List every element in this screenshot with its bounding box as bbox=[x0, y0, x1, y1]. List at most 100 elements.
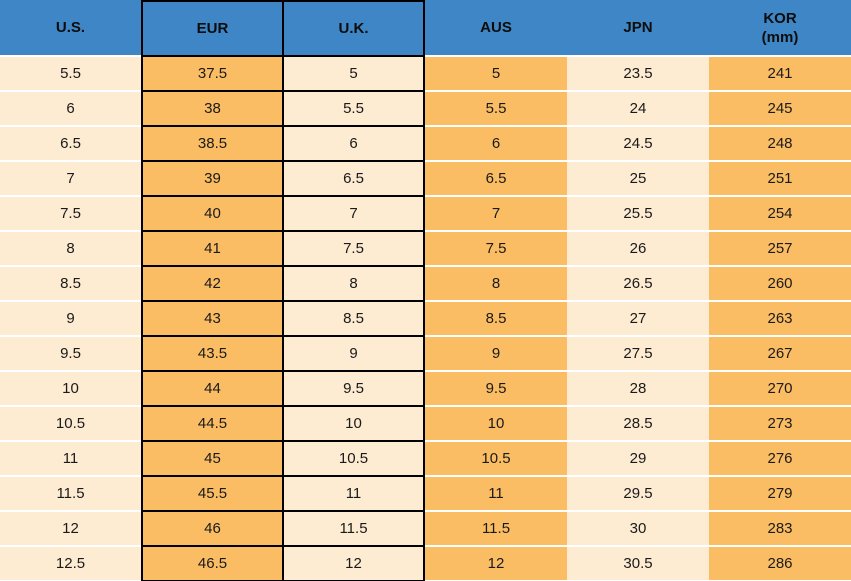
table-body: 5.5 37.5 5 5 23.5 241 6 38 5.5 5.5 24 245 6.5 38.5 6 6 2… bbox=[0, 57, 851, 581]
table-cell: 6.5 bbox=[284, 162, 425, 197]
table-cell: 279 bbox=[709, 477, 851, 512]
table-row: 7.5 40 7 7 25.5 254 bbox=[0, 197, 851, 232]
table-row: 10.5 44.5 10 10 28.5 273 bbox=[0, 407, 851, 442]
column-header-eur: EUR bbox=[141, 0, 284, 57]
table-cell: 29 bbox=[567, 442, 709, 477]
table-cell: 45.5 bbox=[141, 477, 284, 512]
table-cell: 46.5 bbox=[141, 547, 284, 581]
table-row: 9.5 43.5 9 9 27.5 267 bbox=[0, 337, 851, 372]
table-cell: 10.5 bbox=[425, 442, 567, 477]
table-cell: 12 bbox=[284, 547, 425, 581]
table-cell: 30.5 bbox=[567, 547, 709, 581]
column-header-jpn: JPN bbox=[567, 0, 709, 57]
table-cell: 9.5 bbox=[425, 372, 567, 407]
table-cell: 8.5 bbox=[0, 267, 141, 302]
table-cell: 7 bbox=[425, 197, 567, 232]
table-cell: 44 bbox=[141, 372, 284, 407]
table-cell: 248 bbox=[709, 127, 851, 162]
table-cell: 10 bbox=[0, 372, 141, 407]
table-cell: 273 bbox=[709, 407, 851, 442]
header-row: U.S. EUR U.K. AUS JPN KOR (mm) bbox=[0, 0, 851, 57]
table-cell: 24.5 bbox=[567, 127, 709, 162]
table-cell: 11 bbox=[0, 442, 141, 477]
table-cell: 263 bbox=[709, 302, 851, 337]
table-cell: 241 bbox=[709, 57, 851, 92]
table-cell: 7.5 bbox=[284, 232, 425, 267]
table-cell: 283 bbox=[709, 512, 851, 547]
table-cell: 41 bbox=[141, 232, 284, 267]
table-cell: 12 bbox=[425, 547, 567, 581]
table-cell: 9.5 bbox=[284, 372, 425, 407]
table-cell: 28.5 bbox=[567, 407, 709, 442]
table-cell: 12 bbox=[0, 512, 141, 547]
column-header-jpn-label: JPN bbox=[623, 19, 653, 36]
column-header-uk: U.K. bbox=[284, 0, 425, 57]
table-cell: 6 bbox=[425, 127, 567, 162]
table-cell: 11.5 bbox=[284, 512, 425, 547]
table-cell: 28 bbox=[567, 372, 709, 407]
table-cell: 8 bbox=[284, 267, 425, 302]
table-cell: 27 bbox=[567, 302, 709, 337]
column-header-eur-label: EUR bbox=[196, 20, 229, 37]
table-cell: 42 bbox=[141, 267, 284, 302]
table-cell: 6 bbox=[0, 92, 141, 127]
table-row: 7 39 6.5 6.5 25 251 bbox=[0, 162, 851, 197]
table-row: 5.5 37.5 5 5 23.5 241 bbox=[0, 57, 851, 92]
table-cell: 38 bbox=[141, 92, 284, 127]
table-cell: 37.5 bbox=[141, 57, 284, 92]
table-cell: 43 bbox=[141, 302, 284, 337]
column-header-uk-label: U.K. bbox=[338, 20, 369, 37]
table-cell: 9.5 bbox=[0, 337, 141, 372]
table-cell: 9 bbox=[0, 302, 141, 337]
table-cell: 7 bbox=[0, 162, 141, 197]
table-cell: 12.5 bbox=[0, 547, 141, 581]
table-row: 11 45 10.5 10.5 29 276 bbox=[0, 442, 851, 477]
table-cell: 10 bbox=[284, 407, 425, 442]
table-cell: 6.5 bbox=[0, 127, 141, 162]
table-cell: 245 bbox=[709, 92, 851, 127]
table-cell: 8.5 bbox=[284, 302, 425, 337]
table-cell: 11.5 bbox=[0, 477, 141, 512]
table-cell: 276 bbox=[709, 442, 851, 477]
table-row: 8.5 42 8 8 26.5 260 bbox=[0, 267, 851, 302]
table-cell: 6 bbox=[284, 127, 425, 162]
table-row: 12.5 46.5 12 12 30.5 286 bbox=[0, 547, 851, 581]
table-row: 8 41 7.5 7.5 26 257 bbox=[0, 232, 851, 267]
table-cell: 44.5 bbox=[141, 407, 284, 442]
table-row: 11.5 45.5 11 11 29.5 279 bbox=[0, 477, 851, 512]
table-cell: 6.5 bbox=[425, 162, 567, 197]
table-cell: 8.5 bbox=[425, 302, 567, 337]
table-cell: 8 bbox=[0, 232, 141, 267]
column-header-aus: AUS bbox=[425, 0, 567, 57]
table-cell: 286 bbox=[709, 547, 851, 581]
table-cell: 29.5 bbox=[567, 477, 709, 512]
table-cell: 11 bbox=[425, 477, 567, 512]
table-cell: 40 bbox=[141, 197, 284, 232]
table-cell: 7.5 bbox=[0, 197, 141, 232]
table-row: 6 38 5.5 5.5 24 245 bbox=[0, 92, 851, 127]
table-cell: 23.5 bbox=[567, 57, 709, 92]
table-row: 6.5 38.5 6 6 24.5 248 bbox=[0, 127, 851, 162]
table-cell: 25.5 bbox=[567, 197, 709, 232]
column-header-us-label: U.S. bbox=[55, 19, 86, 36]
table-cell: 10.5 bbox=[284, 442, 425, 477]
column-header-kor: KOR (mm) bbox=[709, 0, 851, 57]
table-cell: 24 bbox=[567, 92, 709, 127]
table-cell: 260 bbox=[709, 267, 851, 302]
table-cell: 43.5 bbox=[141, 337, 284, 372]
column-header-kor-label: KOR bbox=[763, 9, 797, 27]
table-cell: 10 bbox=[425, 407, 567, 442]
table-cell: 5.5 bbox=[284, 92, 425, 127]
table-cell: 26 bbox=[567, 232, 709, 267]
table-cell: 10.5 bbox=[0, 407, 141, 442]
table-cell: 26.5 bbox=[567, 267, 709, 302]
table-cell: 7 bbox=[284, 197, 425, 232]
column-header-us: U.S. bbox=[0, 0, 141, 57]
table-cell: 38.5 bbox=[141, 127, 284, 162]
table-row: 9 43 8.5 8.5 27 263 bbox=[0, 302, 851, 337]
table-cell: 5.5 bbox=[425, 92, 567, 127]
table-cell: 5.5 bbox=[0, 57, 141, 92]
table-cell: 46 bbox=[141, 512, 284, 547]
